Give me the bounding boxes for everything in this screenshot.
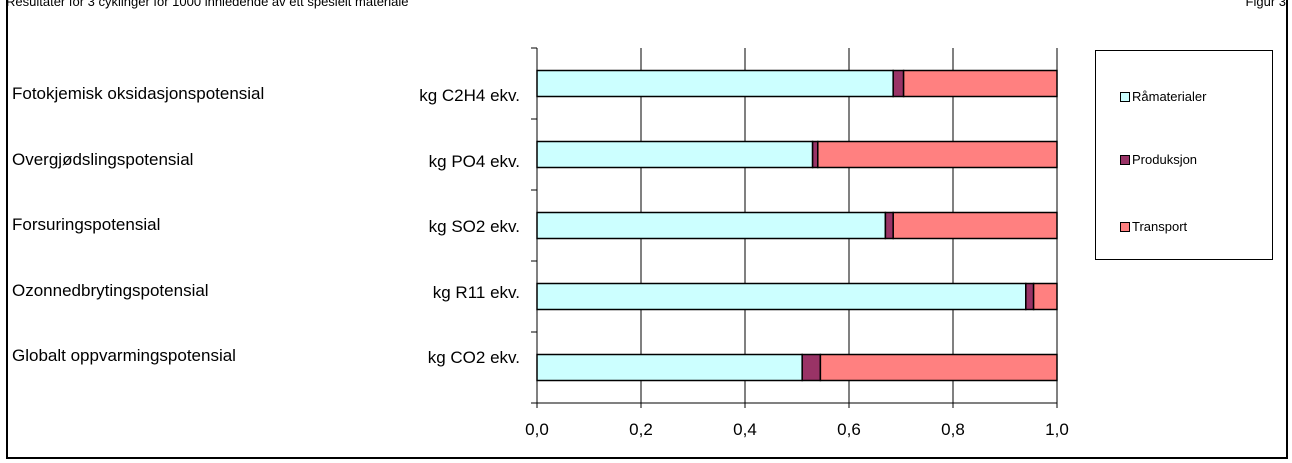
unit-label-c2h4: kg C2H4 ekv.	[419, 86, 520, 105]
unit-label-r11: kg R11 ekv.	[432, 283, 520, 302]
bar-segment	[892, 211, 1058, 240]
legend-swatch-raamaterialer	[1120, 91, 1130, 102]
category-label-global-warming: Globalt oppvarmingspotensial	[12, 346, 236, 365]
x-tick-label: 0,2	[629, 420, 653, 439]
bar-segment	[801, 353, 822, 382]
category-label-acidification: Forsuringspotensial	[12, 215, 161, 234]
bar-segment	[902, 69, 1058, 98]
bar-segment	[817, 140, 1058, 169]
bar-segment	[536, 140, 814, 169]
unit-label-po4: kg PO4 ekv.	[428, 152, 520, 171]
bar-segment	[811, 140, 819, 169]
legend-swatch-transport	[1120, 221, 1130, 232]
x-tick-label: 1,0	[1045, 420, 1069, 439]
x-tick-label: 0,4	[733, 420, 757, 439]
unit-label-co2: kg CO2 ekv.	[427, 348, 520, 367]
x-tick-label: 0,0	[525, 420, 549, 439]
legend-item-produksjon: Produksjon	[1120, 153, 1197, 167]
x-tick-label: 0,8	[941, 420, 965, 439]
category-label-photochemical: Fotokjemisk oksidasjonspotensial	[12, 84, 265, 103]
legend-item-transport: Transport	[1120, 220, 1187, 234]
bar-segment	[1032, 282, 1058, 311]
bar-segment	[819, 353, 1058, 382]
legend-item-raamaterialer: Råmaterialer	[1120, 90, 1206, 104]
bar-segment	[884, 211, 894, 240]
category-label-eutrophication: Overgjødslingspotensial	[12, 150, 194, 169]
x-tick-label: 0,6	[837, 420, 861, 439]
unit-label-so2: kg SO2 ekv.	[428, 217, 520, 236]
chart-frame	[6, 0, 1288, 459]
legend-swatch-produksjon	[1120, 154, 1130, 165]
legend-label-raamaterialer: Råmaterialer	[1132, 89, 1207, 104]
bar-segment	[536, 211, 887, 240]
chart-legend: Råmaterialer Produksjon Transport	[1095, 50, 1273, 260]
bar-segment	[1025, 282, 1035, 311]
legend-label-produksjon: Produksjon	[1132, 152, 1198, 167]
bar-segment	[536, 69, 894, 98]
category-label-ozone-depletion: Ozonnedbrytingspotensial	[12, 281, 209, 300]
header-right-text: Figur 3	[1245, 0, 1286, 9]
bar-segment	[892, 69, 905, 98]
header-left-text: Resultater for 3 cyklinger for 1000 innl…	[6, 0, 409, 9]
legend-label-transport: Transport	[1132, 219, 1188, 234]
bar-segment	[536, 353, 803, 382]
bar-segment	[536, 282, 1027, 311]
